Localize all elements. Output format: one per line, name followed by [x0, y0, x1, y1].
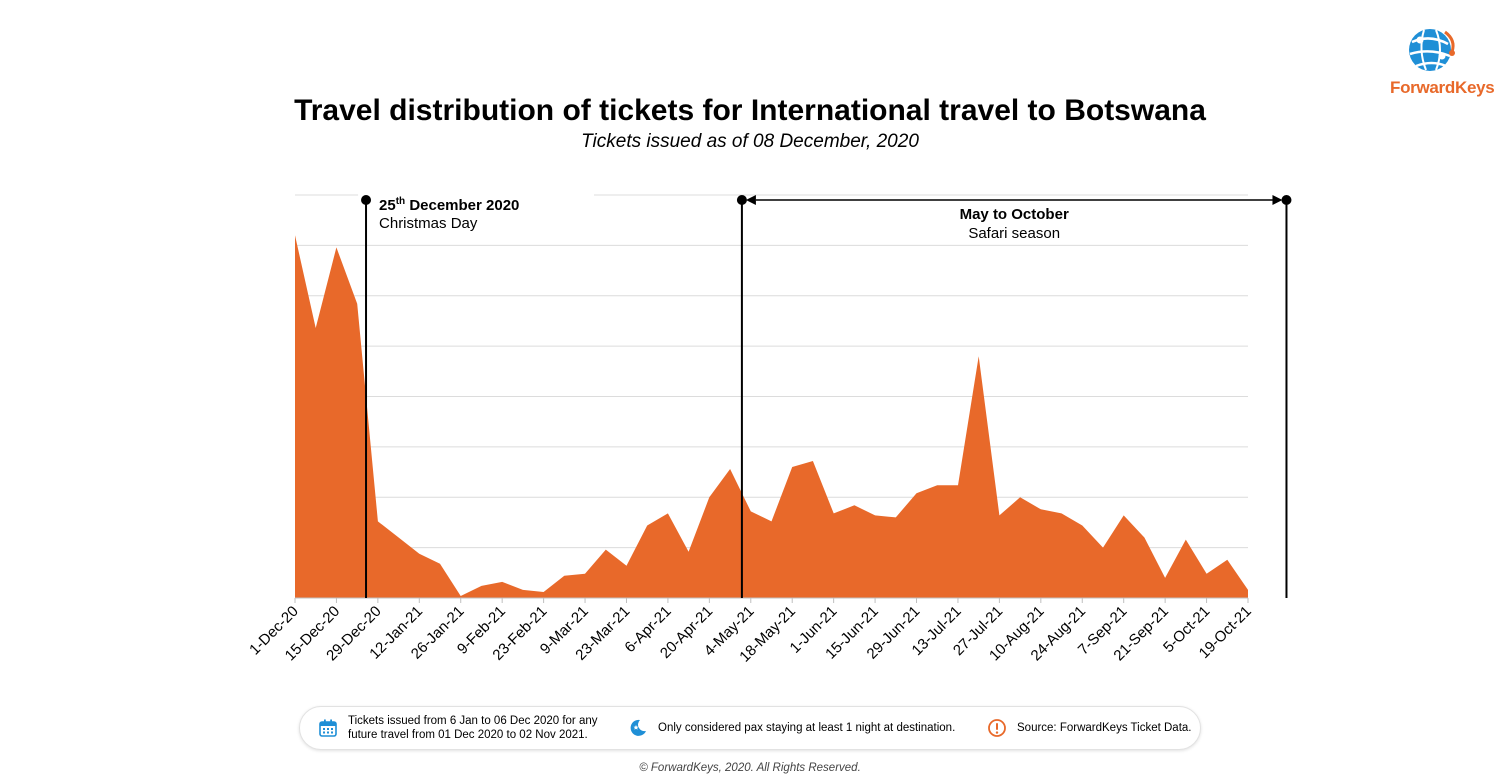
globe-icon	[1409, 29, 1455, 71]
moon-icon	[630, 719, 646, 736]
chart-subtitle: Tickets issued as of 08 December, 2020	[581, 131, 919, 152]
safari-end-dot	[1281, 195, 1292, 205]
forwardkeys-logo: ForwardKeys	[1390, 26, 1495, 102]
note-ticket-window-line2: future travel from 01 Dec 2020 to 02 Nov…	[348, 729, 588, 741]
christmas-month-year: December 2020	[405, 197, 519, 214]
safari-label-title: May to October	[960, 206, 1069, 223]
safari-start-dot	[736, 195, 747, 205]
safari-arrow-left	[745, 195, 756, 205]
safari-label-sub: Safari season	[968, 225, 1060, 242]
exclamation-icon	[988, 719, 1006, 737]
note-source: Source: ForwardKeys Ticket Data.	[987, 707, 1191, 749]
chart-title: Travel distribution of tickets for Inter…	[294, 94, 1206, 127]
christmas-ordinal-suffix: th	[396, 196, 405, 207]
note-ticket-window: Tickets issued from 6 Jan to 06 Dec 2020…	[318, 707, 598, 749]
calendar-icon	[319, 719, 337, 737]
christmas-label-bg	[358, 190, 595, 238]
christmas-label-sub: Christmas Day	[379, 215, 478, 232]
note-stay-text: Only considered pax staying at least 1 n…	[658, 722, 956, 734]
christmas-label-title: 25th December 2020	[379, 196, 519, 214]
footer-notes: Tickets issued from 6 Jan to 06 Dec 2020…	[299, 706, 1201, 750]
christmas-day-number: 25	[379, 197, 396, 214]
logo-text: ForwardKeys	[1390, 78, 1495, 97]
area-series	[295, 235, 1248, 599]
christmas-marker-dot	[361, 195, 372, 205]
copyright: © ForwardKeys, 2020. All Rights Reserved…	[639, 762, 861, 774]
safari-arrow-right	[1272, 195, 1283, 205]
note-ticket-window-line1: Tickets issued from 6 Jan to 06 Dec 2020…	[348, 715, 598, 727]
note-source-text: Source: ForwardKeys Ticket Data.	[1017, 722, 1192, 734]
note-stay: Only considered pax staying at least 1 n…	[628, 707, 955, 749]
